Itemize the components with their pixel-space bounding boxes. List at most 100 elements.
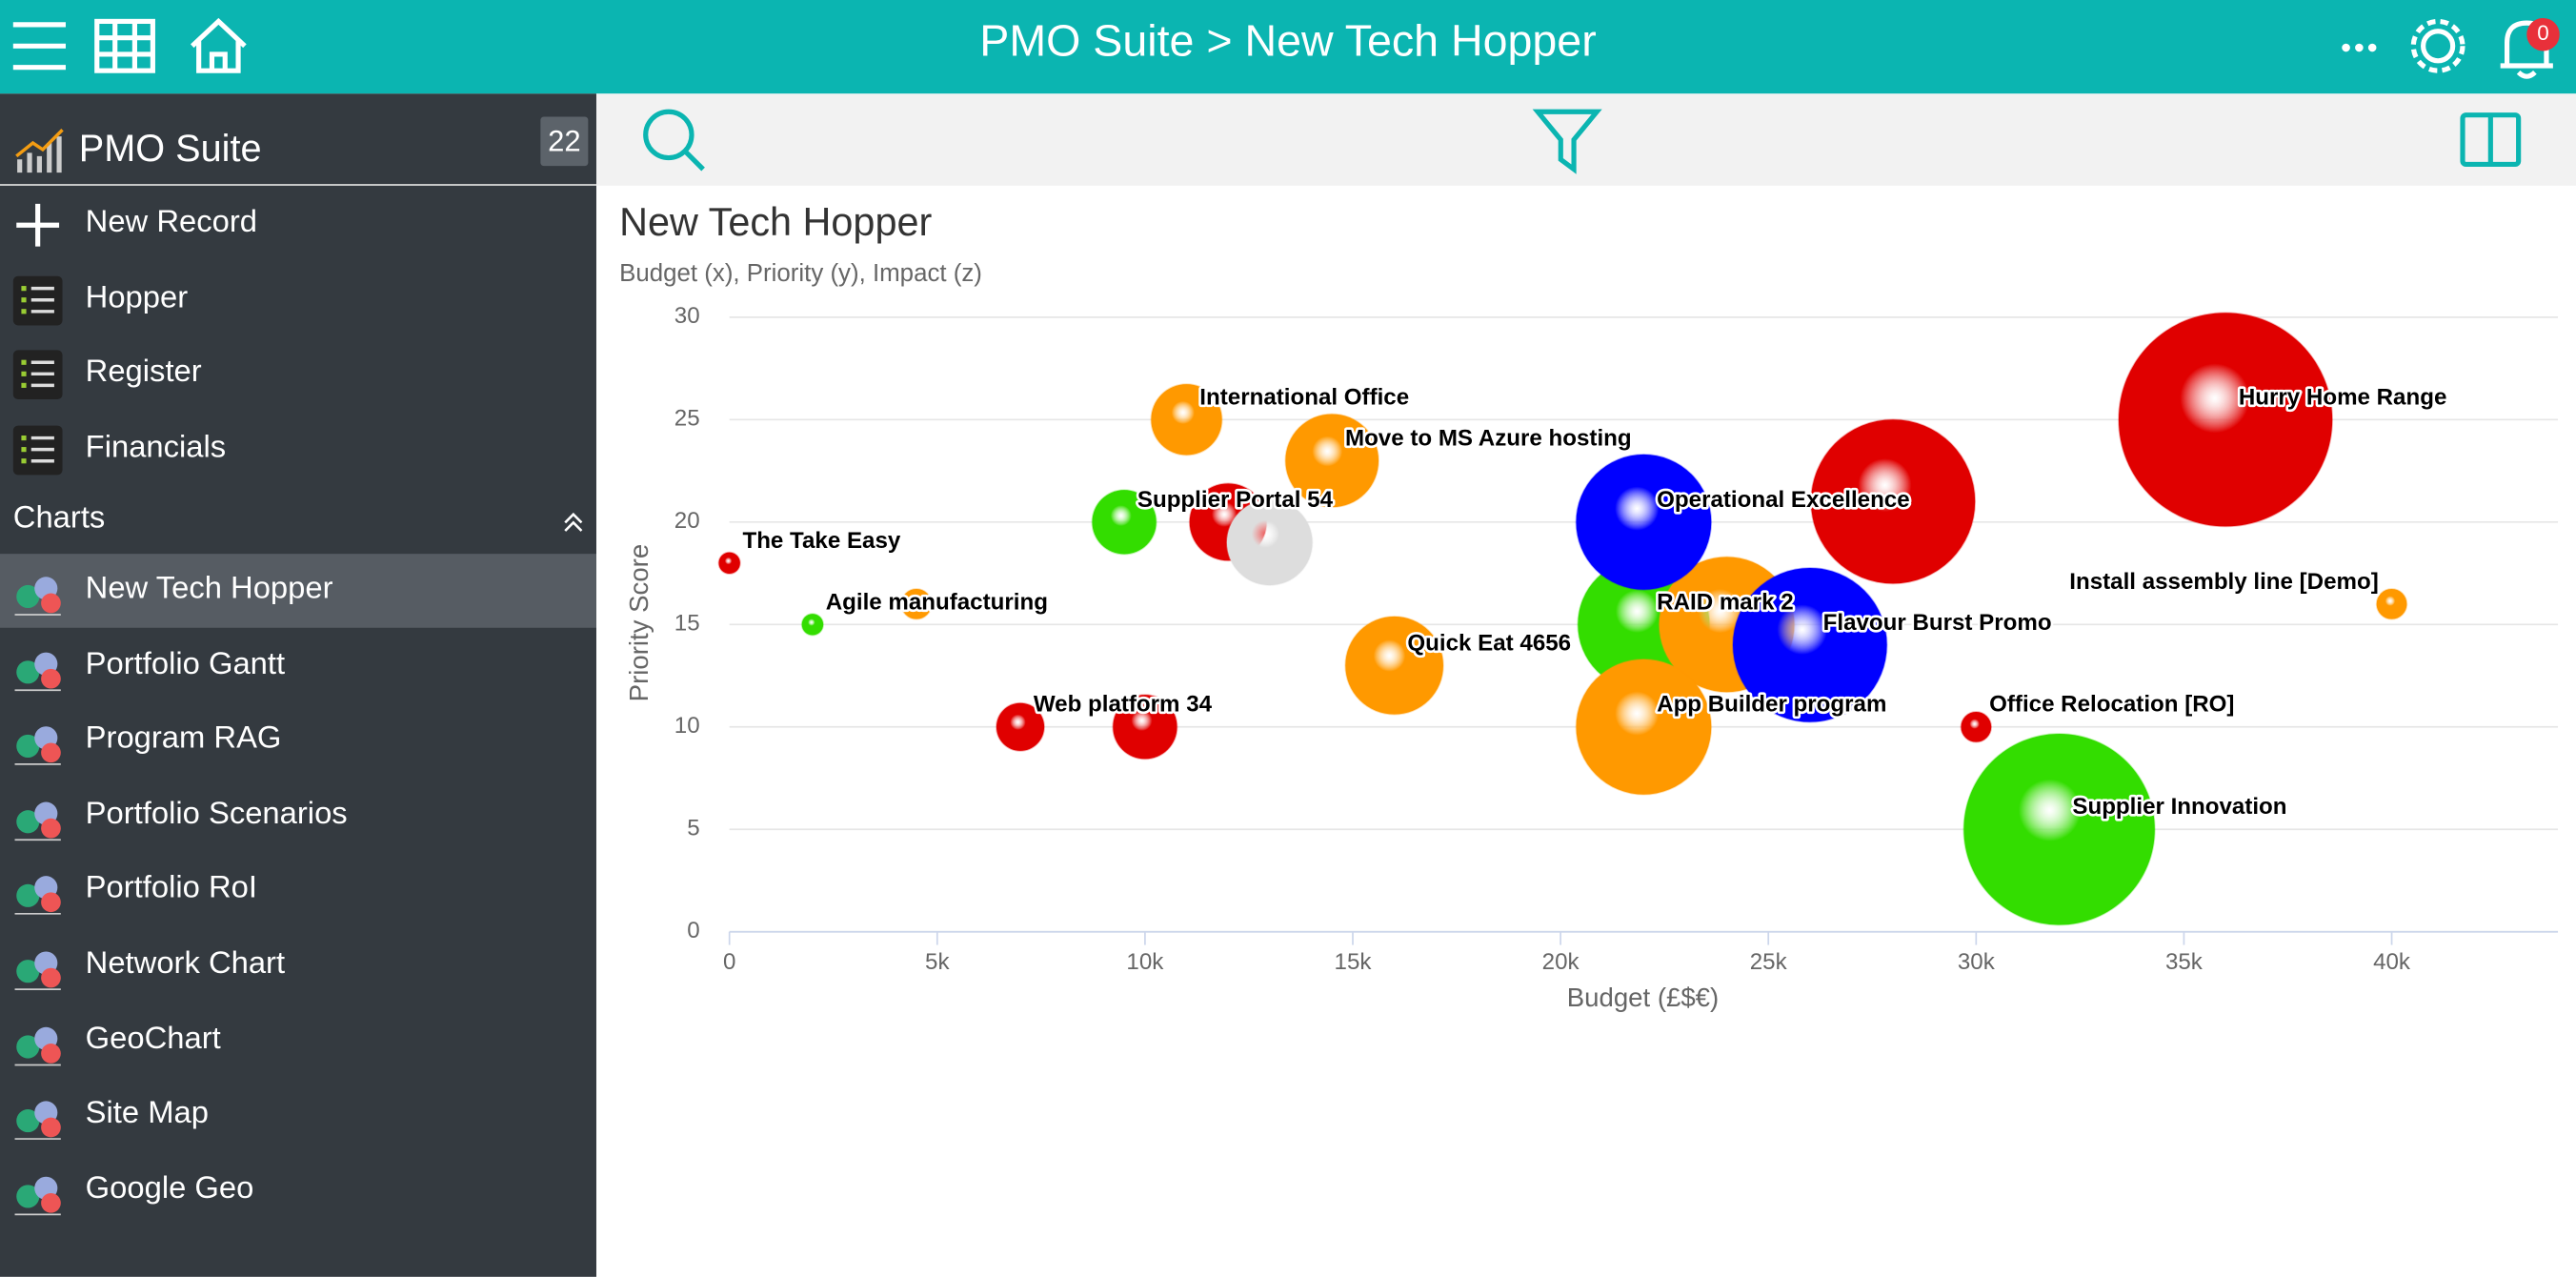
y-tick-label: 0: [687, 918, 699, 943]
bubble-label: App Builder program: [1657, 692, 1886, 718]
chart-title: New Tech Hopper: [619, 200, 932, 244]
bubble[interactable]: [1112, 694, 1178, 760]
divider: [0, 184, 596, 186]
bubble-label: Supplier Portal 54: [1137, 487, 1334, 513]
bubble[interactable]: [1960, 711, 1993, 743]
bubble-label: Move to MS Azure hosting: [1345, 425, 1632, 451]
bubble[interactable]: [900, 588, 933, 620]
bubble-label: Operational Excellence: [1657, 487, 1909, 513]
y-tick-label: 5: [687, 816, 699, 841]
bubble[interactable]: [2375, 588, 2408, 620]
bubble-label: International Office: [1199, 384, 1409, 410]
bubble[interactable]: [1344, 616, 1444, 716]
chart-nav-item[interactable]: Network Chart: [0, 928, 596, 1003]
bubble[interactable]: [1284, 413, 1379, 509]
nav-item[interactable]: Financials: [0, 412, 596, 486]
nav-label: Program RAG: [85, 721, 282, 757]
nav-label: New Tech Hopper: [85, 572, 333, 607]
nav-label: Network Chart: [85, 946, 286, 982]
bubble[interactable]: [800, 613, 824, 637]
toolbar-icons: [643, 109, 2522, 174]
x-tick-label: 15k: [1335, 949, 1373, 975]
filter-icon[interactable]: [1532, 109, 1602, 174]
bubble-label: Install assembly line [Demo]: [2069, 569, 2378, 595]
nav-label: Portfolio RoI: [85, 871, 257, 906]
bubble[interactable]: [1091, 489, 1157, 556]
app-header: PMO Suite 22: [0, 111, 596, 186]
nav-label: Register: [85, 355, 202, 391]
x-tick-label: 40k: [2373, 949, 2411, 975]
x-tick-label: 20k: [1542, 949, 1580, 975]
y-tick-label: 20: [674, 508, 700, 534]
menu-icon[interactable]: [12, 22, 66, 71]
bubble-label: Agile manufacturing: [826, 589, 1048, 615]
search-handle: [683, 149, 705, 172]
chart-subtitle: Budget (x), Priority (y), Impact (z): [619, 260, 982, 287]
y-tick-label: 25: [674, 406, 700, 432]
bubble[interactable]: [1226, 498, 1314, 587]
bubble[interactable]: [996, 701, 1045, 752]
x-tick-label: 10k: [1126, 949, 1164, 975]
nav-label: Portfolio Scenarios: [85, 797, 348, 832]
top-icons: 0: [12, 17, 2560, 79]
nav-item[interactable]: Hopper: [0, 262, 596, 336]
notification-badge: [2526, 17, 2560, 51]
bubble[interactable]: [1575, 659, 1713, 796]
bubble-label: Hurry Home Range: [2239, 384, 2447, 410]
top-bar: 0 PMO Suite > New Tech Hopper: [0, 0, 2576, 94]
nav-label: GeoChart: [85, 1021, 221, 1057]
section-label: Charts: [12, 500, 106, 537]
y-tick-label: 15: [674, 611, 700, 637]
bubble-label: The Take Easy: [742, 528, 900, 554]
bubble[interactable]: [1732, 567, 1888, 723]
nav-label: Site Map: [85, 1096, 209, 1131]
bubble-label: Office Relocation [RO]: [1989, 692, 2234, 718]
x-tick-label: 5k: [925, 949, 950, 975]
bubble[interactable]: [717, 551, 741, 575]
toolbar: [595, 93, 2576, 186]
y-tick-label: 10: [674, 713, 700, 739]
nav-label: Portfolio Gantt: [85, 646, 286, 681]
bubble[interactable]: [1575, 454, 1713, 591]
nav-item[interactable]: New Record: [0, 188, 596, 262]
x-tick-label: 30k: [1958, 949, 1996, 975]
chart-nav-item[interactable]: GeoChart: [0, 1003, 596, 1078]
chart-nav-item[interactable]: Portfolio RoI: [0, 854, 596, 928]
bubble[interactable]: [2118, 312, 2334, 528]
grid-icon-lines: [96, 21, 153, 71]
chart-nav-item[interactable]: Google Geo: [0, 1153, 596, 1227]
nav-item[interactable]: Register: [0, 337, 596, 412]
bubble[interactable]: [1150, 383, 1223, 456]
bubble-label: Web platform 34: [1034, 692, 1213, 718]
home-icon[interactable]: [190, 17, 247, 73]
bubble-label: RAID mark 2: [1657, 589, 1793, 615]
bubble-label: Flavour Burst Promo: [1823, 610, 2052, 636]
bubble[interactable]: [1810, 418, 1977, 585]
bubble-label: Quick Eat 4656: [1407, 630, 1571, 656]
chart-nav-item[interactable]: Program RAG: [0, 703, 596, 778]
chart-nav-item[interactable]: New Tech Hopper: [0, 554, 596, 628]
search-icon[interactable]: [643, 109, 694, 161]
y-tick-label: 30: [674, 303, 700, 329]
x-axis-label: Budget (£$€): [1567, 983, 1719, 1012]
chart: New Tech Hopper Budget (x), Priority (y),…: [619, 200, 2559, 1012]
x-tick-label: 25k: [1750, 949, 1788, 975]
settings-icon[interactable]: [2421, 29, 2456, 64]
nav-label: Financials: [85, 430, 227, 465]
app-name: PMO Suite: [78, 126, 262, 170]
y-axis-label: Priority Score: [624, 544, 654, 702]
chart-nav-item[interactable]: Portfolio Scenarios: [0, 779, 596, 853]
bubble[interactable]: [1962, 733, 2156, 926]
sidebar: PMO Suite 22 New Record Hopper Register Finan…: [0, 93, 596, 1277]
chart-nav-item[interactable]: Portfolio Gantt: [0, 629, 596, 703]
x-tick-label: 35k: [2165, 949, 2204, 975]
x-tick-label: 0: [723, 949, 735, 975]
page-title: PMO Suite > New Tech Hopper: [979, 16, 1597, 66]
notification-count: 0: [2537, 21, 2548, 45]
chart-nav-item[interactable]: Site Map: [0, 1079, 596, 1153]
record-count-badge: 22: [540, 116, 589, 167]
nav-label: Google Geo: [85, 1171, 254, 1206]
section-header[interactable]: Charts: [0, 481, 596, 556]
grid-icon[interactable]: [94, 18, 155, 73]
